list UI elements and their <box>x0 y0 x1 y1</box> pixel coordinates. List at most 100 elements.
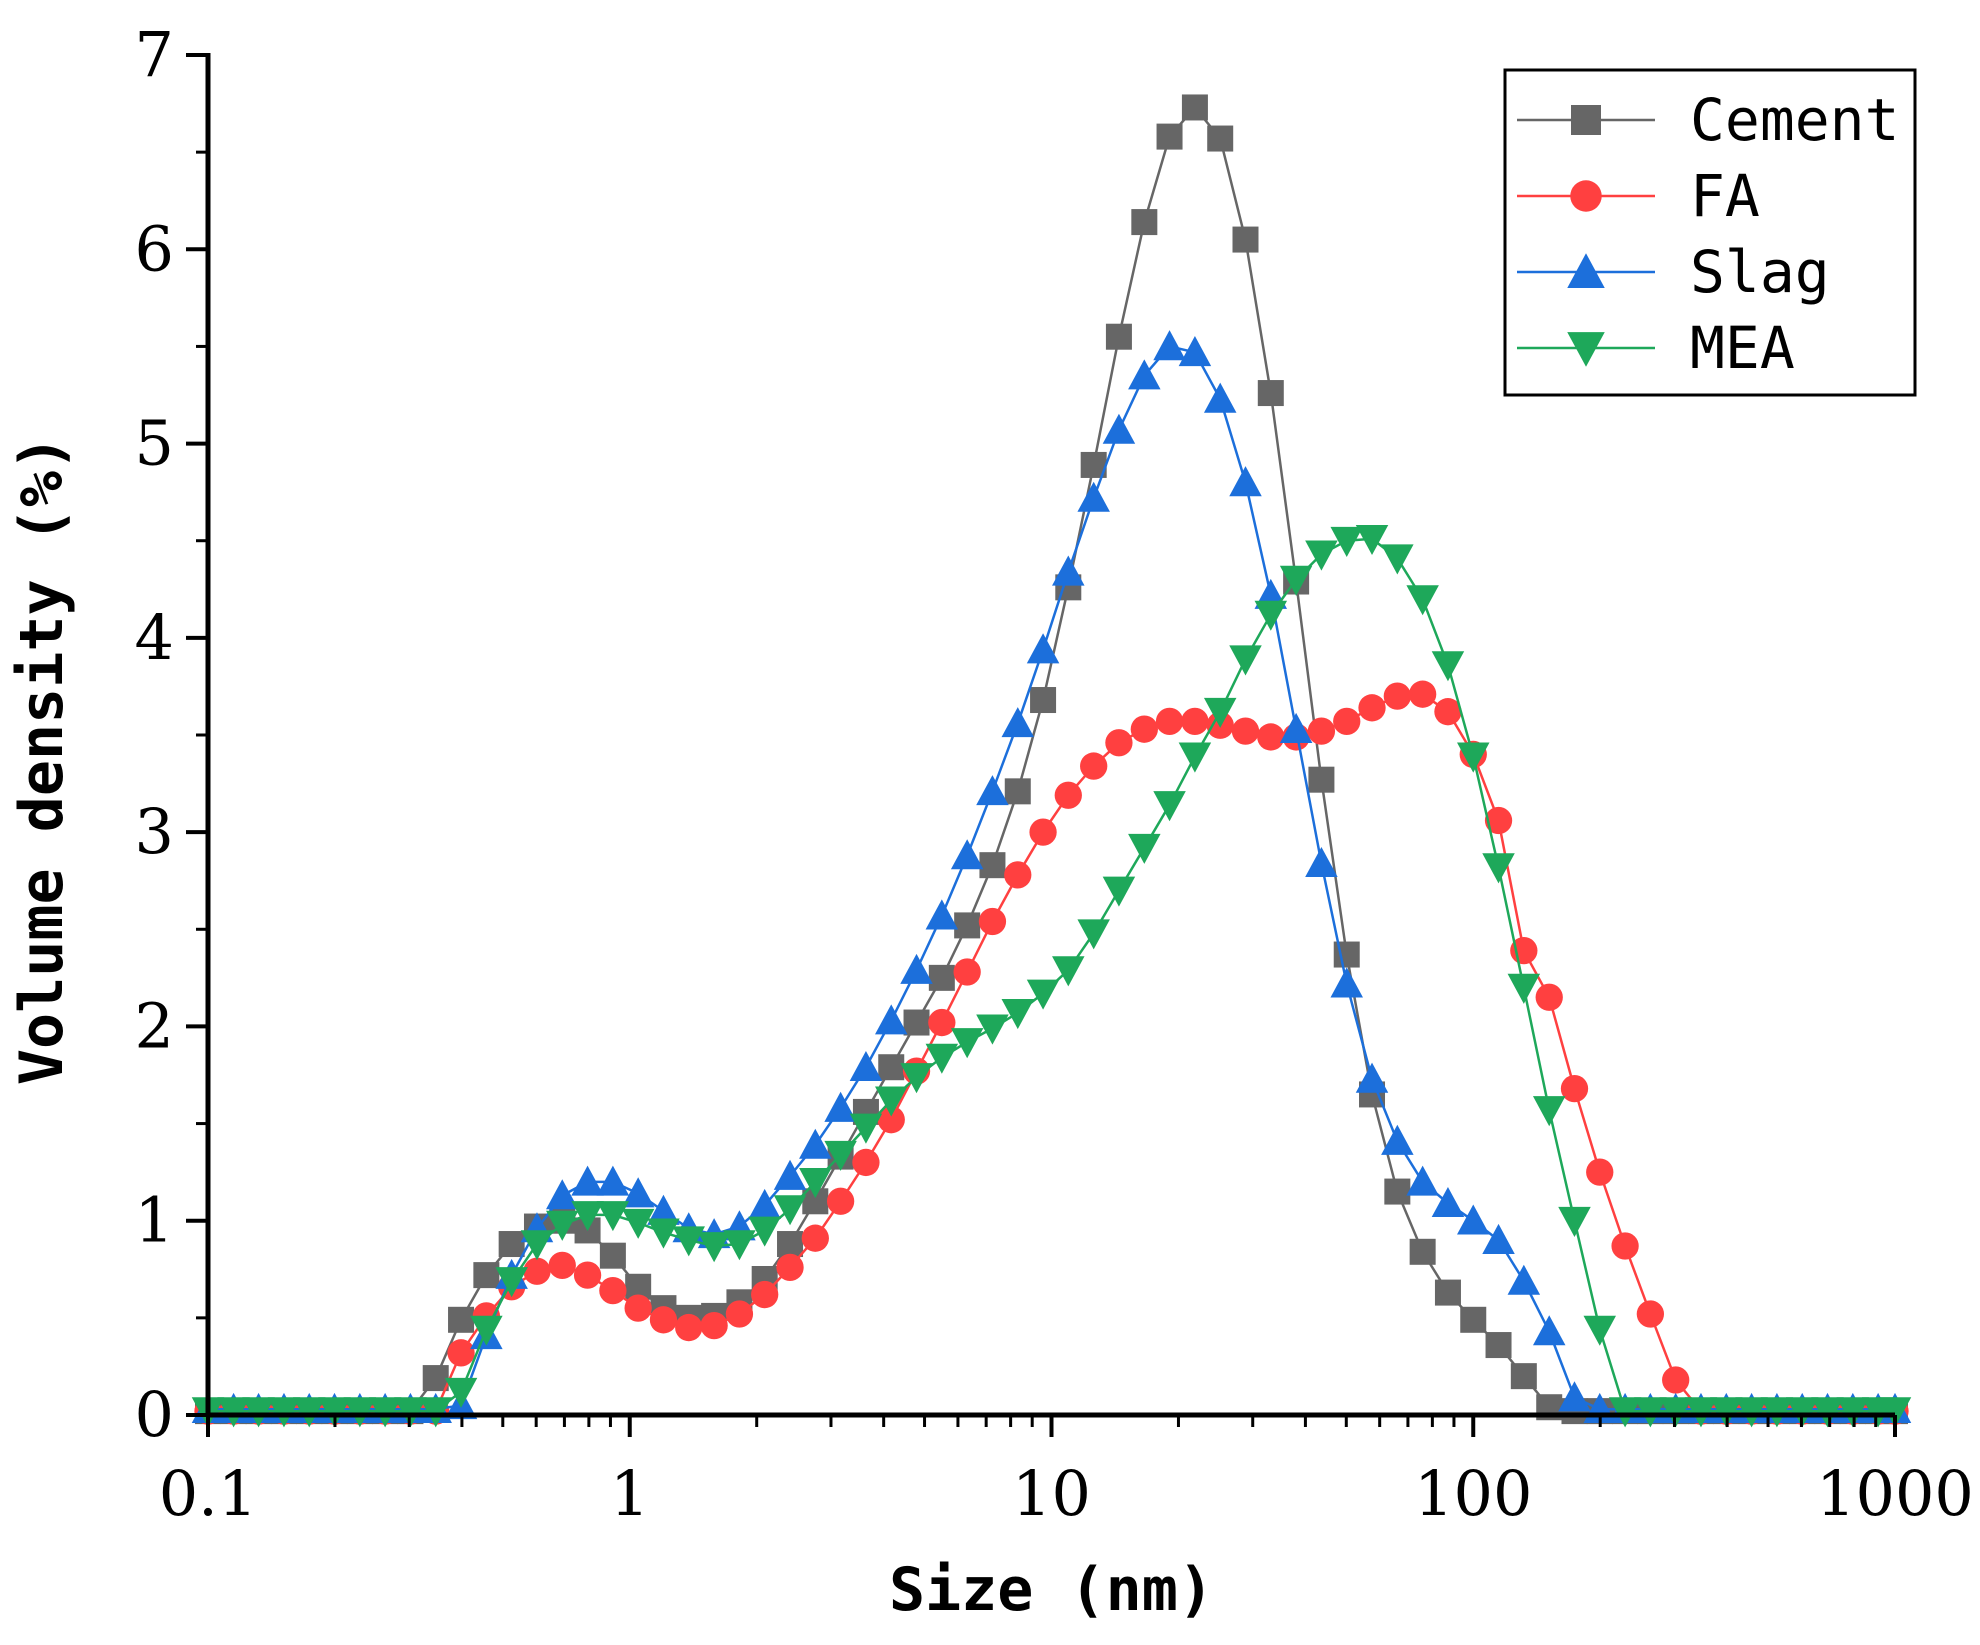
data-point-mea <box>976 1014 1009 1045</box>
legend-label-cement: Cement <box>1690 86 1900 154</box>
data-point-slag <box>571 1165 604 1196</box>
data-point-slag <box>976 775 1009 806</box>
data-point-slag <box>925 899 959 930</box>
data-point-mea <box>1811 1397 1844 1428</box>
data-point-slag <box>1102 413 1136 444</box>
data-point-slag <box>1406 1165 1439 1196</box>
data-point-fa <box>599 1277 627 1305</box>
data-point-mea <box>596 1201 630 1232</box>
y-tick-label: 4 <box>135 601 174 674</box>
data-point-slag <box>1077 481 1110 512</box>
data-point-slag <box>1153 330 1186 361</box>
data-point-mea <box>419 1397 452 1428</box>
data-point-fa <box>1231 717 1260 745</box>
data-point-slag <box>1330 967 1363 998</box>
data-point-mea <box>1330 526 1363 557</box>
data-point-slag <box>849 1050 883 1082</box>
data-point-cement <box>599 1242 626 1269</box>
x-tick-label: 1 <box>610 1457 649 1530</box>
data-point-mea <box>874 1086 908 1117</box>
data-point-fa <box>573 1261 602 1289</box>
data-point-slag <box>748 1188 781 1219</box>
data-point-cement <box>1004 778 1031 805</box>
data-point-fa <box>1586 1158 1614 1186</box>
data-point-fa <box>1004 861 1032 889</box>
data-point-cement <box>1434 1279 1461 1306</box>
data-point-mea <box>672 1226 705 1257</box>
x-tick-label: 1000 <box>1816 1457 1974 1530</box>
data-point-fa <box>877 1106 905 1134</box>
data-point-fa <box>1535 983 1563 1011</box>
data-point-slag <box>1305 846 1338 878</box>
data-point-cement <box>1181 94 1208 121</box>
data-point-slag <box>596 1165 630 1196</box>
data-point-fa <box>624 1294 652 1322</box>
legend-item-fa: FA <box>1517 162 1760 230</box>
data-point-mea <box>1178 742 1212 773</box>
data-point-fa <box>801 1224 829 1252</box>
data-point-slag <box>1381 1124 1414 1155</box>
data-point-mea <box>292 1397 326 1428</box>
data-point-slag <box>1001 707 1035 738</box>
data-point-mea <box>1203 697 1237 728</box>
data-point-fa <box>548 1251 576 1280</box>
data-point-fa <box>725 1300 754 1328</box>
data-point-fa <box>978 907 1007 936</box>
data-point-slag <box>799 1128 832 1159</box>
data-point-slag <box>874 1004 908 1035</box>
data-point-mea <box>546 1210 579 1241</box>
legend-marker-slag <box>1567 253 1605 288</box>
data-point-cement <box>1308 766 1335 793</box>
data-point-mea <box>799 1168 832 1199</box>
data-point-cement <box>498 1231 525 1258</box>
data-point-fa <box>1181 707 1209 736</box>
data-point-mea <box>1279 565 1313 596</box>
legend-item-cement: Cement <box>1517 86 1900 154</box>
data-point-mea <box>1760 1397 1794 1428</box>
data-point-fa <box>776 1253 804 1281</box>
data-point-fa <box>1257 723 1285 751</box>
data-point-mea <box>1305 540 1338 571</box>
data-point-mea <box>647 1218 680 1249</box>
data-point-cement <box>422 1365 449 1392</box>
data-point-fa <box>953 958 981 986</box>
data-point-slag <box>824 1091 857 1122</box>
data-point-slag <box>1457 1204 1490 1235</box>
y-axis-title: Volume density (%) <box>7 435 77 1085</box>
legend-item-slag: Slag <box>1517 238 1830 306</box>
data-point-mea <box>1785 1397 1819 1428</box>
data-point-mea <box>1558 1206 1591 1237</box>
data-point-cement <box>1257 380 1284 407</box>
data-point-cement <box>1485 1332 1512 1359</box>
data-point-mea <box>1532 1096 1566 1127</box>
data-point-mea <box>368 1397 402 1428</box>
data-point-cement <box>1409 1238 1436 1265</box>
data-point-fa <box>1662 1366 1690 1394</box>
data-point-slag <box>1355 1062 1389 1093</box>
data-point-slag <box>1279 712 1313 743</box>
legend-marker-mea <box>1567 332 1605 367</box>
x-axis-title: Size (nm) <box>889 1555 1214 1625</box>
data-point-fa <box>1029 818 1057 846</box>
data-point-mea <box>1026 979 1060 1010</box>
y-tick-label: 2 <box>135 989 174 1062</box>
data-point-cement <box>1232 226 1259 253</box>
data-point-mea <box>621 1208 655 1239</box>
data-point-fa <box>928 1008 956 1037</box>
data-point-mea <box>900 1063 933 1094</box>
data-point-fa <box>649 1306 678 1334</box>
data-point-mea <box>697 1232 731 1263</box>
data-point-mea <box>1608 1397 1642 1428</box>
data-point-slag <box>1052 555 1085 586</box>
data-point-slag <box>546 1179 579 1210</box>
data-point-mea <box>950 1028 984 1059</box>
data-point-fa <box>1105 729 1133 757</box>
data-point-mea <box>1355 524 1389 556</box>
data-point-slag <box>1558 1381 1591 1412</box>
data-point-fa <box>523 1257 551 1285</box>
data-point-mea <box>470 1315 503 1346</box>
data-point-mea <box>1052 956 1085 987</box>
legend-marker-cement <box>1571 105 1601 135</box>
data-point-fa <box>1155 707 1184 736</box>
